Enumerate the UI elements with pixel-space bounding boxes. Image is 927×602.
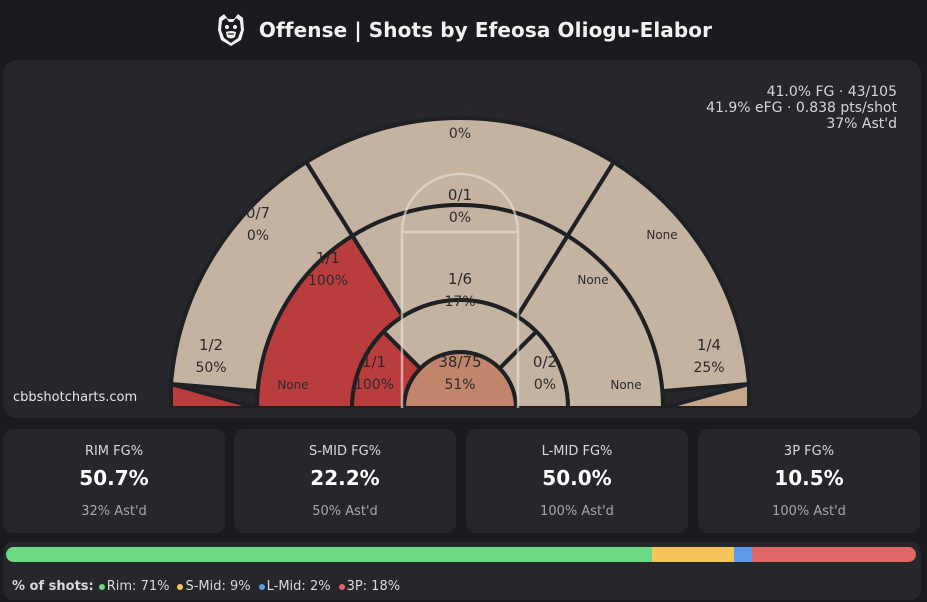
zone-label-makes: 0/7 [246,204,270,222]
stat-card-assisted: 32% Ast'd [81,504,147,519]
zone-label-makes: None [646,228,677,242]
bar-segment-l-mid [733,547,753,562]
stat-card-label: S-MID FG% [308,444,382,459]
shot-distribution-bar [6,547,916,562]
watermark: cbbshotcharts.com [13,390,138,405]
legend-dot-icon [98,583,105,590]
zone-label-makes: 1/1 [362,353,386,371]
zone-label-pct: 0% [449,210,471,226]
legend-title: % of shots: [12,579,94,594]
zone-label-pct: 100% [308,273,348,289]
zone-label-makes: None [277,378,308,392]
zone-three-right-corner [661,381,751,408]
shot-distribution-legend: % of shots: Rim: 71% S-Mid: 9% L-Mid: 2% 3P… [12,579,408,594]
stat-cards: RIM FG% 50.7% 32% Ast'd S-MID FG% 22.2% … [0,429,927,534]
legend-item: 3P: 18% [338,579,401,594]
zone-label-pct: 0% [534,377,556,393]
shot-distribution-panel: % of shots: Rim: 71% S-Mid: 9% L-Mid: 2% 3P… [3,542,921,600]
legend-dot-icon [338,583,345,590]
legend-label: L-Mid: 2% [266,579,331,594]
zone-label-makes: 0/6 [448,102,472,120]
zone-label-makes: None [610,378,641,392]
legend-item: S-Mid: 9% [177,579,251,594]
bar-segment-rim [6,547,653,562]
zone-label-makes: 1/1 [316,249,340,267]
stat-card-value: 50.7% [79,466,149,490]
bulldog-icon [217,14,244,46]
stat-card-assisted: 100% Ast'd [540,504,614,519]
zone-label-pct: 25% [693,360,724,376]
summary-assisted: 37% Ast'd [826,116,897,132]
zone-label-makes: 0/2 [533,353,557,371]
zone-three-left-corner [169,381,259,408]
chart-title: Offense | Shots by Efeosa Oliogu-Elabor [258,18,713,42]
bar-segment-s-mid [652,547,734,562]
summary-efg: 41.9% eFG · 0.838 pts/shot [706,100,897,116]
zone-rim [402,350,518,408]
stat-card-rim: RIM FG% 50.7% 32% Ast'd [3,429,225,533]
legend-label: 3P: 18% [346,579,401,594]
stat-card-value: 22.2% [310,466,380,490]
stat-card-long-mid: L-MID FG% 50.0% 100% Ast'd [466,429,688,533]
stat-card-value: 10.5% [774,466,844,490]
stat-card-label: 3P FG% [783,444,835,459]
zone-label-pct: 50% [195,360,226,376]
zone-label-pct: 17% [444,294,475,310]
zone-label-pct: 100% [354,377,394,393]
chart-header: Offense | Shots by Efeosa Oliogu-Elabor [0,0,927,60]
legend-dot-icon [177,583,184,590]
legend-label: S-Mid: 9% [185,579,251,594]
bar-segment-3p [752,547,916,562]
shot-chart-panel: 1/2 50% 0/7 0% 0/6 0% None 1/4 25% None 1/1 100% 0/1… [3,60,921,418]
zone-label-makes: 1/2 [199,336,223,354]
legend-item: L-Mid: 2% [258,579,331,594]
shooting-summary: 41.0% FG · 43/105 41.9% eFG · 0.838 pts/… [706,84,897,132]
zone-label-makes: None [577,273,608,287]
zone-label-makes: 0/1 [448,186,472,204]
stat-card-label: RIM FG% [84,444,144,459]
legend-dot-icon [258,583,265,590]
stat-card-three: 3P FG% 10.5% 100% Ast'd [698,429,920,533]
stat-card-short-mid: S-MID FG% 22.2% 50% Ast'd [234,429,456,533]
shot-zone-court: 1/2 50% 0/7 0% 0/6 0% None 1/4 25% None 1/1 100% 0/1… [169,102,751,408]
legend-item: Rim: 71% [98,579,170,594]
paint-lane-lines [400,172,520,408]
zone-label-pct: 0% [449,126,471,142]
zone-label-makes: 38/75 [438,353,481,371]
zone-label-pct: 0% [247,228,269,244]
legend-label: Rim: 71% [106,579,170,594]
stat-card-assisted: 100% Ast'd [772,504,846,519]
stat-card-label: L-MID FG% [541,444,613,459]
zone-label-makes: 1/6 [448,270,472,288]
zone-label-pct: 51% [444,377,475,393]
summary-fg: 41.0% FG · 43/105 [766,84,897,100]
zone-label-makes: 1/4 [697,336,721,354]
stat-card-assisted: 50% Ast'd [312,504,378,519]
stat-card-value: 50.0% [542,466,612,490]
